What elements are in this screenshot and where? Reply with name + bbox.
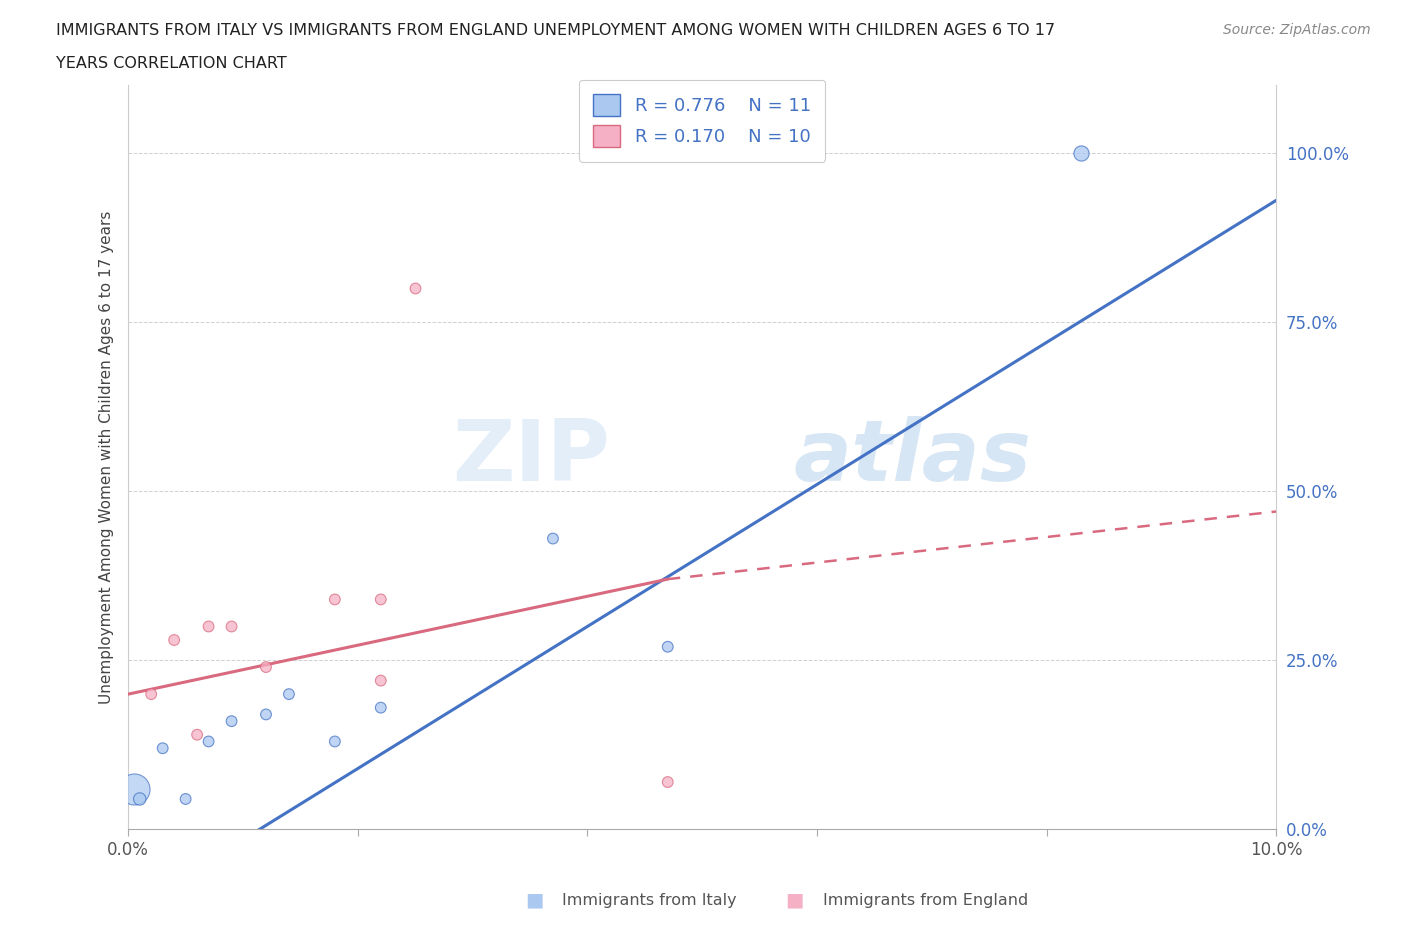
Point bbox=[370, 592, 392, 607]
Text: atlas: atlas bbox=[794, 416, 1032, 498]
Point bbox=[323, 592, 346, 607]
Text: ■: ■ bbox=[524, 891, 544, 910]
Text: Immigrants from England: Immigrants from England bbox=[823, 893, 1028, 908]
Text: IMMIGRANTS FROM ITALY VS IMMIGRANTS FROM ENGLAND UNEMPLOYMENT AMONG WOMEN WITH C: IMMIGRANTS FROM ITALY VS IMMIGRANTS FROM… bbox=[56, 23, 1056, 38]
Point bbox=[1070, 146, 1092, 161]
Point bbox=[128, 791, 150, 806]
Point bbox=[186, 727, 208, 742]
Point bbox=[657, 639, 679, 654]
Text: ZIP: ZIP bbox=[453, 416, 610, 498]
Point bbox=[657, 775, 679, 790]
Legend: R = 0.776    N = 11, R = 0.170    N = 10: R = 0.776 N = 11, R = 0.170 N = 10 bbox=[579, 80, 825, 162]
Point bbox=[323, 734, 346, 749]
Y-axis label: Unemployment Among Women with Children Ages 6 to 17 years: Unemployment Among Women with Children A… bbox=[100, 211, 114, 704]
Point bbox=[174, 791, 197, 806]
Point bbox=[254, 707, 277, 722]
Text: YEARS CORRELATION CHART: YEARS CORRELATION CHART bbox=[56, 56, 287, 71]
Point bbox=[197, 619, 219, 634]
Point bbox=[221, 713, 243, 728]
Point bbox=[122, 781, 145, 796]
Point bbox=[141, 686, 163, 701]
Point bbox=[221, 619, 243, 634]
Point bbox=[278, 686, 301, 701]
Text: Immigrants from Italy: Immigrants from Italy bbox=[562, 893, 737, 908]
Point bbox=[163, 632, 186, 647]
Point bbox=[404, 281, 426, 296]
Text: Source: ZipAtlas.com: Source: ZipAtlas.com bbox=[1223, 23, 1371, 37]
Text: ■: ■ bbox=[785, 891, 804, 910]
Point bbox=[197, 734, 219, 749]
Point bbox=[541, 531, 564, 546]
Point bbox=[152, 741, 174, 756]
Point bbox=[370, 700, 392, 715]
Point bbox=[370, 673, 392, 688]
Point bbox=[254, 659, 277, 674]
